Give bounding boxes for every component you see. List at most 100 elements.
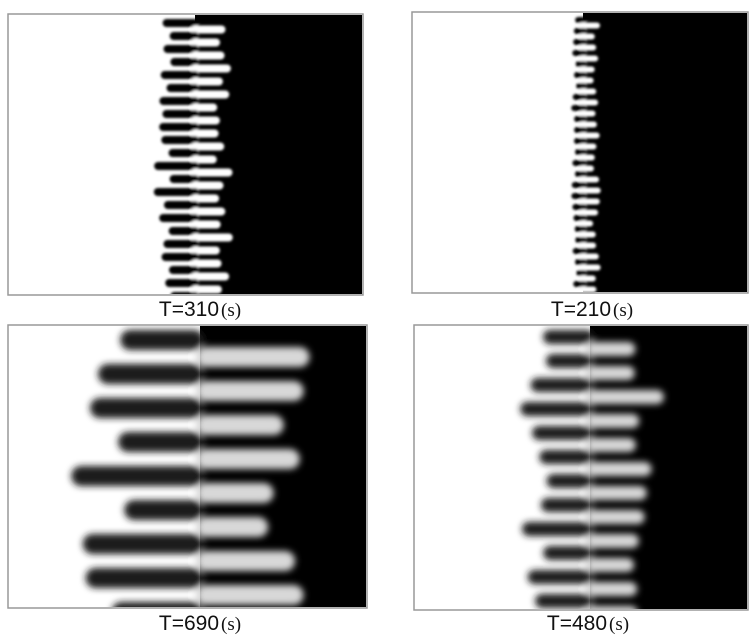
light-finger [191,285,222,294]
unit: (s) [221,614,241,635]
dark-finger [163,240,199,248]
panel-label: T=690 (s) [159,612,241,635]
dark-finger [573,281,587,287]
dark-finger [168,266,199,274]
dark-finger [154,162,199,170]
dark-finger [522,522,594,536]
light-finger [579,88,597,95]
light-finger [579,77,594,84]
dark-finger [162,110,199,118]
dark-finger [572,248,587,254]
dark-finger [159,214,199,222]
light-finger [191,155,217,164]
light-finger [579,143,597,150]
light-finger [196,381,304,401]
dark-finger [574,226,587,232]
unit: (s) [609,614,629,635]
dark-finger [574,171,587,177]
dark-finger [539,450,594,464]
dark-finger [527,570,594,584]
light-finger [579,253,599,260]
dark-finger [545,354,594,368]
light-finger [196,483,274,503]
light-finger [579,242,597,249]
dark-finger [543,330,594,344]
light-finger [579,22,601,29]
light-finger [586,462,652,476]
fingers [153,19,233,294]
panel-label: T=210 (s) [551,298,633,321]
light-finger [191,51,225,60]
dark-finger [573,72,587,78]
light-finger [191,194,220,203]
dark-finger [543,546,594,560]
light-finger [586,486,647,500]
dark-finger [170,58,199,66]
light-finger [191,246,220,255]
light-finger [191,116,220,125]
dark-finger [169,175,199,183]
time-label: T=480 [547,612,607,635]
light-finger [586,438,636,452]
dark-finger [90,398,204,418]
panel-border [411,11,749,294]
dark-finger [575,61,587,67]
dark-finger [574,149,587,155]
panel-label: T=480 (s) [547,612,629,635]
dark-finger [168,149,199,157]
light-finger [191,25,226,34]
light-finger [579,286,597,292]
light-finger [579,99,599,106]
snapshot [9,326,366,607]
dark-finger [573,28,587,34]
light-finger [191,207,226,216]
dark-finger [113,602,203,607]
dark-finger [520,402,594,416]
dark-finger [162,19,199,27]
light-finger [587,606,637,609]
light-finger [196,415,284,435]
dark-finger [159,123,199,131]
light-finger [579,44,597,51]
dark-finger [530,378,594,392]
panel-border [413,324,749,611]
dark-finger [85,568,204,588]
light-finger [191,259,222,268]
snapshot [415,326,747,609]
fingers [571,17,601,292]
light-finger [191,90,230,99]
dark-finger [161,136,199,144]
light-finger [191,129,219,138]
dark-finger [163,45,199,53]
dark-finger [573,215,587,221]
panel-border [7,324,368,609]
dark-finger [572,50,587,56]
light-finger [191,220,221,229]
light-finger [579,165,594,172]
light-finger [579,187,601,194]
light-finger [579,132,600,139]
light-finger [191,38,221,47]
dark-finger [575,17,587,23]
dark-finger [71,466,204,486]
light-finger [196,585,304,605]
light-finger [579,264,601,271]
light-finger [191,64,231,73]
dark-finger [576,270,587,276]
dark-finger [532,426,594,440]
unit: (s) [613,300,633,321]
time-label: T=210 [551,298,611,321]
light-finger [586,558,635,572]
snapshot [413,13,747,292]
panel-border [7,13,364,296]
light-finger [191,233,233,242]
light-finger [191,181,224,190]
light-finger [579,55,599,62]
dark-finger [166,84,199,92]
dark-finger [546,474,594,488]
light-finger [586,582,638,596]
dark-finger [535,594,594,608]
light-finger [579,220,594,227]
dark-finger [118,432,204,452]
light-finger [586,534,639,548]
